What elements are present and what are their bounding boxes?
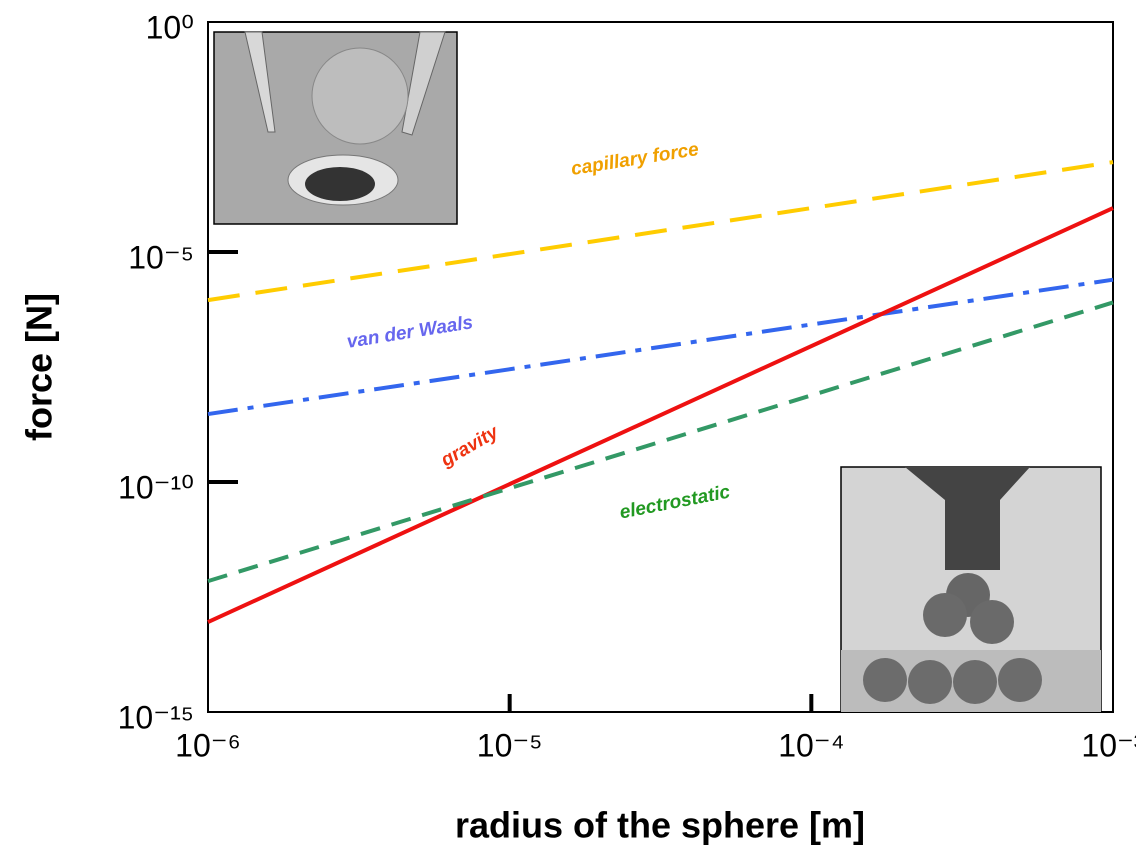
x-tick-label: 10⁻⁴ — [778, 727, 844, 763]
inset-image — [214, 32, 457, 224]
x-tick-label: 10⁻⁵ — [477, 727, 543, 763]
y-tick-label: 10⁻⁵ — [128, 239, 194, 275]
y-tick-label: 10⁰ — [146, 9, 194, 45]
x-tick-label: 10⁻³ — [1081, 727, 1136, 763]
y-tick-label: 10⁻¹⁰ — [118, 469, 194, 505]
x-axis-label: radius of the sphere [m] — [455, 805, 865, 846]
inset-image — [841, 467, 1101, 712]
chart: radius of the sphere [m] force [N] 10⁻⁶1… — [0, 0, 1136, 856]
y-tick-label: 10⁻¹⁵ — [118, 699, 194, 735]
y-axis-label: force [N] — [19, 293, 60, 441]
